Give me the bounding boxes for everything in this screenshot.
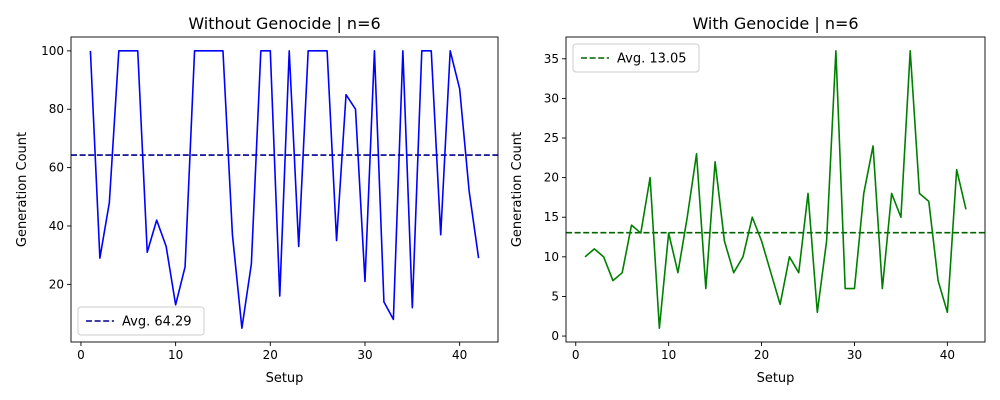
x-tick-label: 0 [77,348,85,362]
series-line-0 [89,50,480,329]
x-tick-label: 0 [572,348,580,362]
legend-box [77,306,205,336]
y-tick-label: 20 [49,277,64,291]
legend-label: Avg. 64.29 [122,315,192,330]
x-tick-label: 30 [357,348,372,362]
right-chart-panel: With Genocide | n=6 0 10 20 30 40 0 5 10 15 20 25 30… [510,14,986,386]
plot-frame [565,36,986,343]
x-axis-label: Setup [757,371,795,386]
chart-title: With Genocide | n=6 [692,14,858,33]
x-tick-label: 30 [847,348,862,362]
y-tick-label: 60 [49,161,64,175]
y-tick-label: 5 [551,289,559,303]
x-tick-label: 20 [754,348,769,362]
x-tick-label: 40 [452,348,467,362]
left-chart-panel: Without Genocide | n=6 0 10 20 30 40 20 40 60 80 1… [15,14,499,386]
series-line-0 [584,50,967,329]
x-tick-label: 10 [168,348,183,362]
x-tick-label: 40 [940,348,955,362]
y-tick-label: 15 [544,210,559,224]
y-tick-label: 25 [544,131,559,145]
chart-title: Without Genocide | n=6 [188,14,380,33]
x-axis-label: Setup [266,371,304,386]
y-tick-label: 20 [544,171,559,185]
y-tick-label: 35 [544,52,559,66]
y-tick-label: 100 [41,44,64,58]
x-tick-label: 10 [661,348,676,362]
plot-frame [70,36,499,343]
y-tick-label: 30 [544,91,559,105]
y-tick-label: 0 [551,329,559,343]
y-tick-label: 10 [544,250,559,264]
y-tick-label: 40 [49,219,64,233]
y-tick-label: 80 [49,102,64,116]
legend-box [572,43,700,73]
x-tick-label: 20 [263,348,278,362]
legend-label: Avg. 13.05 [617,52,687,67]
y-axis-label: Generation Count [15,132,30,247]
y-axis-label: Generation Count [510,132,525,247]
